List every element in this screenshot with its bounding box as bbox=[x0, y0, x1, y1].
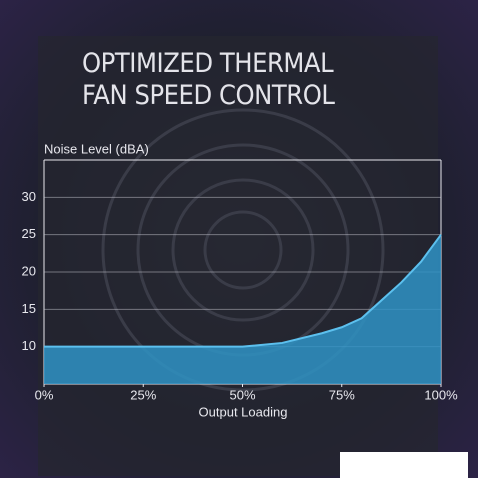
corner-box bbox=[340, 452, 468, 478]
y-tick-label: 15 bbox=[22, 301, 36, 316]
y-axis-label: Noise Level (dBA) bbox=[44, 141, 149, 156]
x-axis-label: Output Loading bbox=[199, 404, 288, 419]
y-tick-label: 25 bbox=[22, 226, 36, 241]
x-tick-label: 100% bbox=[424, 387, 458, 402]
y-tick-label: 20 bbox=[22, 263, 36, 278]
title: OPTIMIZED THERMAL FAN SPEED CONTROL bbox=[82, 48, 335, 111]
x-tick-label: 25% bbox=[130, 387, 156, 402]
y-tick-label: 30 bbox=[22, 189, 36, 204]
x-tick-label: 0% bbox=[35, 387, 54, 402]
line bbox=[44, 234, 442, 348]
x-tick-label: 50% bbox=[229, 387, 255, 402]
x-tick-label: 75% bbox=[329, 387, 355, 402]
y-tick-label: 10 bbox=[22, 338, 36, 353]
